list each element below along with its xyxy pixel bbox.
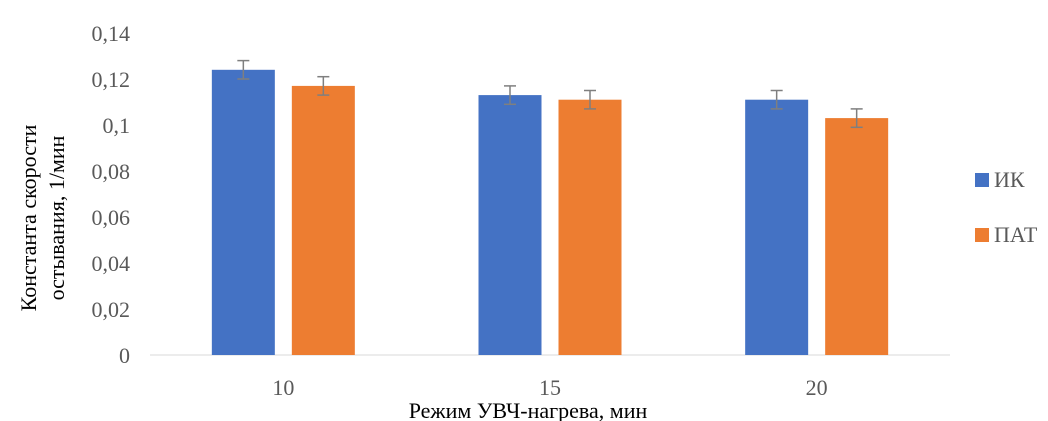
bar — [478, 95, 542, 355]
bar — [291, 85, 355, 356]
y-tick-label: 0,12 — [92, 67, 131, 92]
y-tick-label: 0,02 — [92, 297, 131, 322]
y-axis-title-line-2: остывания, 1/мин — [44, 135, 69, 300]
bar — [825, 118, 889, 355]
x-axis-ticks: 10 15 20 — [272, 375, 827, 400]
y-tick-label: 0,08 — [92, 159, 131, 184]
y-axis-ticks: 0 0,02 0,04 0,06 0,08 0,1 0,12 0,14 — [92, 21, 131, 368]
y-axis-title-line-1: Константа скорости — [16, 124, 41, 311]
y-tick-label: 0,14 — [92, 21, 131, 46]
legend-label: ПАТ — [994, 222, 1038, 247]
y-tick-label: 0,1 — [103, 113, 131, 138]
legend-label: ИК — [994, 167, 1025, 192]
y-tick-label: 0,04 — [92, 251, 131, 276]
x-tick-label: 20 — [806, 375, 828, 400]
legend-swatch — [975, 173, 989, 187]
bar — [745, 99, 809, 355]
bar — [558, 99, 622, 355]
x-tick-label: 15 — [539, 375, 561, 400]
bars — [211, 59, 889, 356]
bar — [211, 69, 275, 356]
legend-swatch — [975, 228, 989, 242]
y-tick-label: 0,06 — [92, 205, 131, 230]
x-tick-label: 10 — [272, 375, 294, 400]
y-tick-label: 0 — [119, 343, 130, 368]
x-axis-title: Режим УВЧ-нагрева, мин — [409, 398, 648, 421]
legend: ИК ПАТ — [975, 167, 1038, 247]
